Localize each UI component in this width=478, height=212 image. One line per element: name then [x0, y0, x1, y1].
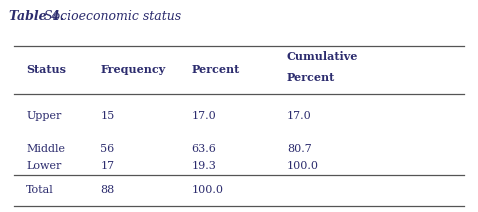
Text: Frequency: Frequency — [100, 64, 166, 75]
Text: 15: 15 — [100, 110, 115, 121]
Text: 100.0: 100.0 — [287, 161, 319, 172]
Text: Middle: Middle — [26, 144, 65, 155]
Text: Status: Status — [26, 64, 66, 75]
Text: 17.0: 17.0 — [191, 110, 216, 121]
Text: 17: 17 — [100, 161, 115, 172]
Text: Percent: Percent — [287, 72, 335, 83]
Text: Upper: Upper — [26, 110, 62, 121]
Text: Total: Total — [26, 185, 54, 195]
Text: 100.0: 100.0 — [191, 185, 223, 195]
Text: Lower: Lower — [26, 161, 62, 172]
Text: 88: 88 — [100, 185, 115, 195]
Text: Cumulative: Cumulative — [287, 51, 358, 62]
Text: 63.6: 63.6 — [191, 144, 216, 155]
Text: 17.0: 17.0 — [287, 110, 312, 121]
Text: 19.3: 19.3 — [191, 161, 216, 172]
Text: Percent: Percent — [191, 64, 239, 75]
Text: Table 4.: Table 4. — [9, 10, 64, 22]
Text: 56: 56 — [100, 144, 115, 155]
Text: Socioeconomic status: Socioeconomic status — [40, 10, 181, 22]
Text: 80.7: 80.7 — [287, 144, 312, 155]
